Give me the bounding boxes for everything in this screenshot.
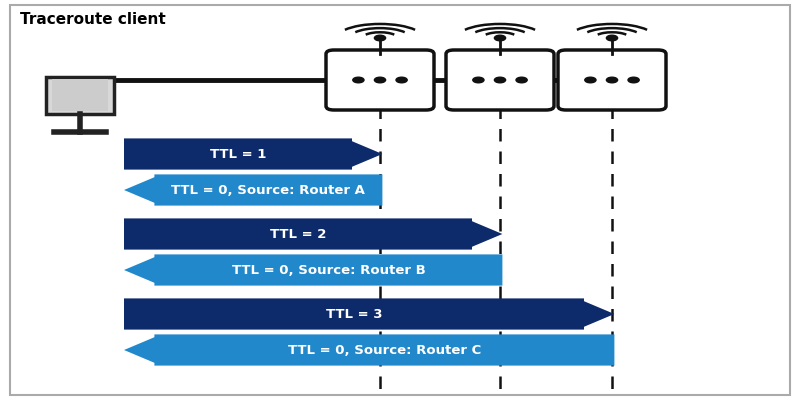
- Circle shape: [473, 77, 484, 83]
- Circle shape: [494, 77, 506, 83]
- Circle shape: [494, 35, 506, 41]
- Circle shape: [353, 77, 364, 83]
- FancyBboxPatch shape: [326, 50, 434, 110]
- FancyBboxPatch shape: [558, 50, 666, 110]
- Polygon shape: [124, 138, 382, 170]
- Polygon shape: [124, 254, 502, 286]
- Text: TTL = 2: TTL = 2: [270, 228, 326, 240]
- Circle shape: [374, 35, 386, 41]
- Circle shape: [396, 77, 407, 83]
- Polygon shape: [124, 298, 614, 330]
- FancyBboxPatch shape: [51, 79, 109, 111]
- FancyBboxPatch shape: [446, 50, 554, 110]
- Circle shape: [516, 77, 527, 83]
- Circle shape: [628, 77, 639, 83]
- Circle shape: [374, 77, 386, 83]
- Text: TTL = 3: TTL = 3: [326, 308, 382, 320]
- FancyBboxPatch shape: [46, 76, 114, 114]
- Circle shape: [606, 35, 618, 41]
- Text: TTL = 0, Source: Router B: TTL = 0, Source: Router B: [231, 264, 426, 276]
- Polygon shape: [124, 334, 614, 366]
- Text: TTL = 0, Source: Router C: TTL = 0, Source: Router C: [288, 344, 481, 356]
- Circle shape: [606, 77, 618, 83]
- Polygon shape: [124, 218, 502, 250]
- Polygon shape: [124, 174, 382, 206]
- Text: TTL = 1: TTL = 1: [210, 148, 266, 160]
- Text: Traceroute client: Traceroute client: [20, 12, 166, 27]
- Circle shape: [585, 77, 596, 83]
- Text: TTL = 0, Source: Router A: TTL = 0, Source: Router A: [171, 184, 366, 196]
